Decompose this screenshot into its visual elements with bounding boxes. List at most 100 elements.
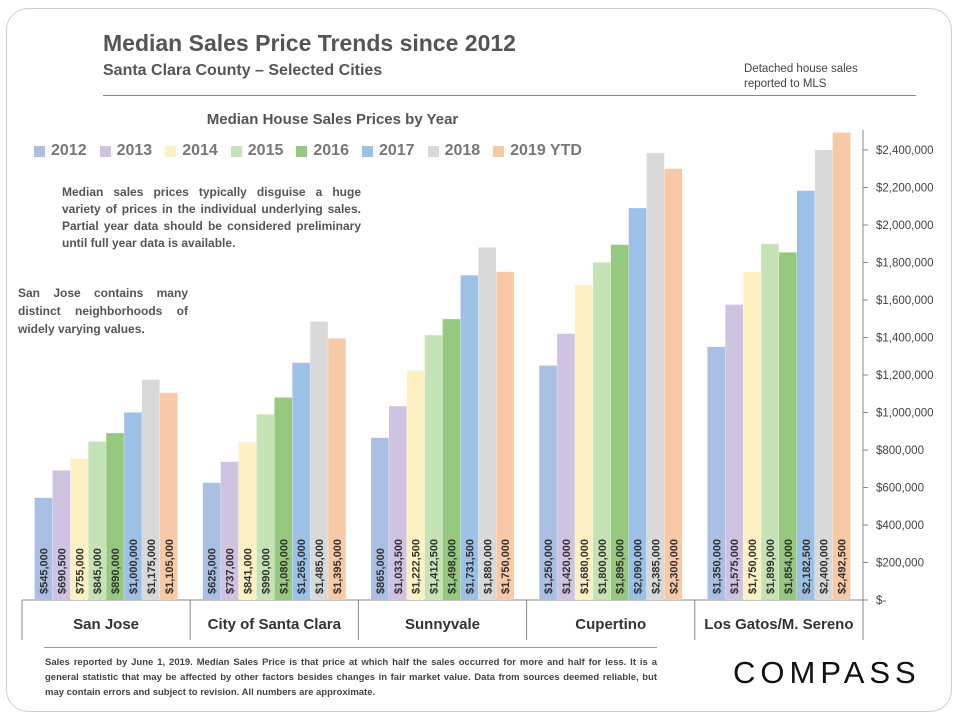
bar xyxy=(388,406,407,600)
bar xyxy=(238,442,257,600)
bar xyxy=(406,370,425,600)
bar xyxy=(274,397,293,600)
bar xyxy=(725,304,743,600)
source-note: Detached house sales reported to MLS xyxy=(744,62,914,92)
bar xyxy=(52,470,71,600)
legend-swatch xyxy=(296,145,308,157)
y-tick-label: $600,000 xyxy=(876,483,924,495)
bar xyxy=(424,335,443,600)
annotation-san-jose: San Jose contains many distinct neighbor… xyxy=(18,286,188,336)
y-tick-label: $800,000 xyxy=(876,445,924,457)
bar xyxy=(557,333,575,600)
header-divider xyxy=(103,95,916,96)
legend-swatch xyxy=(493,145,505,157)
bar-data-label: $1,575,000 xyxy=(729,539,741,594)
bar-data-label: $625,000 xyxy=(207,548,219,594)
bar-data-label: $2,300,000 xyxy=(668,539,680,594)
legend-item: 2013 xyxy=(99,142,152,160)
bar xyxy=(202,482,221,600)
legend-label: 2017 xyxy=(378,142,415,159)
legend-item: 2017 xyxy=(361,142,415,160)
bar-data-label: $1,854,000 xyxy=(783,539,795,594)
source-note-line2: reported to MLS xyxy=(744,78,827,90)
bar-data-label: $1,899,000 xyxy=(765,539,777,594)
bar xyxy=(442,319,461,600)
bar-data-label: $1,222,500 xyxy=(411,539,423,594)
bar xyxy=(34,497,53,600)
legend-label: 2018 xyxy=(444,142,481,159)
y-tick-label: $2,400,000 xyxy=(876,145,934,157)
legend-label: 2016 xyxy=(313,142,349,159)
chart-legend: 2012 2013 2014 2015 2016 2017 2018 2019 YTD xyxy=(34,142,595,160)
bar-data-label: $2,385,000 xyxy=(650,539,662,594)
bar xyxy=(70,458,89,600)
bar-data-label: $1,412,500 xyxy=(429,539,441,594)
bar-data-label: $990,000 xyxy=(260,548,272,594)
y-tick-label: $200,000 xyxy=(876,558,924,570)
legend-label: 2014 xyxy=(182,142,218,159)
bar xyxy=(664,168,683,600)
y-tick-label: $1,600,000 xyxy=(876,295,934,307)
y-tick-label: $400,000 xyxy=(876,520,924,532)
bar-data-label: $755,000 xyxy=(74,548,86,594)
y-tick-label: $2,000,000 xyxy=(876,220,934,232)
legend-label: 2012 xyxy=(51,142,87,159)
y-tick-label: $1,800,000 xyxy=(876,258,934,270)
category-label: San Jose xyxy=(73,616,139,633)
bar xyxy=(328,338,346,600)
bar xyxy=(256,414,275,600)
source-note-line1: Detached house sales xyxy=(744,63,858,75)
bar xyxy=(779,252,797,600)
bar xyxy=(610,244,629,600)
bar-data-label: $1,350,000 xyxy=(711,539,723,594)
bar-data-label: $1,680,000 xyxy=(579,539,591,594)
bar xyxy=(124,412,142,600)
bar xyxy=(646,152,665,600)
y-tick-label: $2,200,000 xyxy=(876,183,934,195)
category-label: City of Santa Clara xyxy=(208,616,342,633)
legend-item: 2016 xyxy=(296,142,349,160)
bar-data-label: $1,750,000 xyxy=(747,539,759,594)
page-title: Median Sales Price Trends since 2012 xyxy=(103,30,516,56)
y-tick-label: $1,400,000 xyxy=(876,333,934,345)
bar xyxy=(796,190,815,600)
bar-data-label: $2,090,000 xyxy=(633,539,645,594)
bar xyxy=(539,365,557,600)
bar xyxy=(832,132,851,600)
legend-item: 2018 xyxy=(427,142,481,160)
bar xyxy=(88,441,106,600)
bar-data-label: $841,000 xyxy=(242,548,254,594)
legend-item: 2014 xyxy=(165,142,218,160)
y-tick-label: $1,000,000 xyxy=(876,408,934,420)
category-label: Sunnyvale xyxy=(405,616,480,633)
bar-data-label: $1,265,000 xyxy=(296,539,308,594)
bar-data-label: $545,000 xyxy=(38,548,50,594)
bar xyxy=(159,392,178,600)
bar xyxy=(814,150,833,600)
bar-data-label: $1,880,000 xyxy=(482,539,494,594)
category-label: Cupertino xyxy=(575,616,646,633)
bar-data-label: $690,500 xyxy=(56,548,68,594)
legend-swatch xyxy=(99,145,111,157)
bar xyxy=(592,262,611,600)
bar-data-label: $890,000 xyxy=(110,548,122,594)
bar-data-label: $1,750,000 xyxy=(500,539,512,594)
bar-data-label: $2,400,000 xyxy=(819,539,831,594)
bar xyxy=(106,433,124,600)
bar xyxy=(478,247,497,600)
bar-data-label: $1,420,000 xyxy=(561,539,573,594)
legend-swatch xyxy=(34,145,45,157)
bar-data-label: $1,731,500 xyxy=(464,539,476,594)
bar xyxy=(761,243,779,600)
bar xyxy=(496,271,514,600)
bar-data-label: $1,498,000 xyxy=(446,539,458,594)
bar-data-label: $1,175,000 xyxy=(146,539,158,594)
bar-data-label: $1,000,000 xyxy=(128,539,140,594)
bar xyxy=(628,208,647,600)
legend-item: 2019 YTD xyxy=(493,142,582,160)
legend-item: 2012 xyxy=(34,142,87,160)
category-label: Los Gatos/M. Sereno xyxy=(704,616,853,633)
bar xyxy=(371,437,389,600)
bar-data-label: $1,800,000 xyxy=(597,539,609,594)
